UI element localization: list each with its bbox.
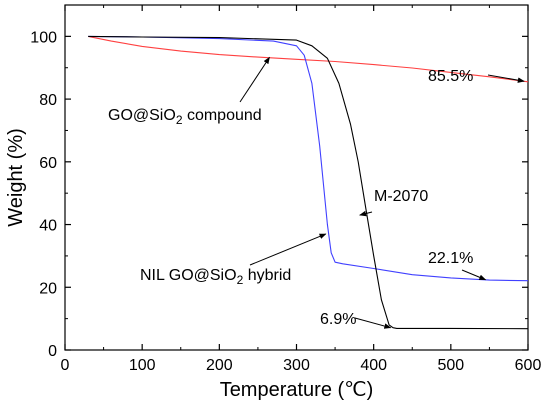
x-tick-label: 200 xyxy=(206,357,233,374)
y-axis-title: Weight (%) xyxy=(5,128,27,227)
x-tick-label: 100 xyxy=(129,357,156,374)
series-line-0 xyxy=(88,35,529,83)
annotation-label: NIL GO@SiO2 hybrid xyxy=(140,267,291,287)
annotation-label: GO@SiO2 compound xyxy=(108,107,262,127)
annotation-arrow xyxy=(249,233,327,266)
series-line-1 xyxy=(88,35,529,282)
y-tick-label: 100 xyxy=(30,29,57,46)
annotation-arrow xyxy=(487,74,525,83)
annotation-label: 6.9% xyxy=(320,311,356,328)
annotation-arrow xyxy=(359,210,373,217)
y-tick-label: 20 xyxy=(39,280,57,297)
x-tick-label: 300 xyxy=(283,357,310,374)
annotation-arrow xyxy=(461,269,487,281)
y-tick-label: 0 xyxy=(48,343,57,360)
x-tick-label: 400 xyxy=(360,357,387,374)
x-tick-label: 500 xyxy=(437,357,464,374)
annotation-arrow xyxy=(354,317,392,329)
x-axis-title: Temperature (℃) xyxy=(220,379,374,401)
y-tick-label: 60 xyxy=(39,155,57,172)
annotation-label: 22.1% xyxy=(428,250,473,267)
annotation-arrow xyxy=(239,56,270,103)
plot-frame xyxy=(64,4,529,351)
annotation-label: M-2070 xyxy=(374,188,428,205)
x-tick-label: 0 xyxy=(61,357,70,374)
x-tick-label: 600 xyxy=(515,357,542,374)
annotation-label: 85.5% xyxy=(428,68,473,85)
plot-area: 0 100 200 300 400 500 600 0 20 40 60 80 100 85.5% GO@S… xyxy=(30,4,542,374)
y-tick-label: 40 xyxy=(39,218,57,235)
series-line-2 xyxy=(88,35,529,330)
y-tick-label: 80 xyxy=(39,92,57,109)
